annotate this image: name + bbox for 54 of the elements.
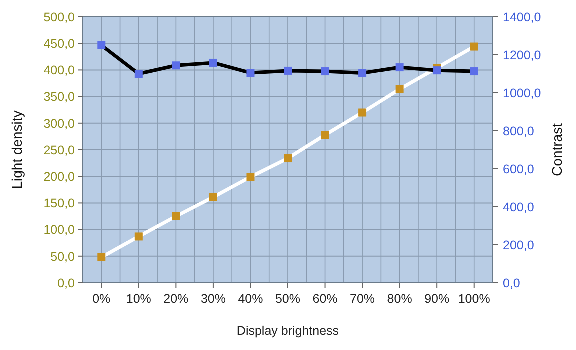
y2-tick-label: 800,0 — [503, 124, 534, 138]
y2-tick-label: 1400,0 — [503, 10, 542, 24]
point — [172, 212, 180, 220]
point — [358, 69, 367, 78]
y2-tick-label: 0,0 — [503, 276, 520, 290]
y-tick-label: 450,0 — [44, 36, 76, 51]
y2-tick-label: 400,0 — [503, 200, 534, 214]
point — [246, 69, 255, 78]
point — [284, 154, 292, 163]
x-tick-label: 20% — [164, 292, 189, 306]
point — [321, 68, 330, 76]
point — [470, 68, 478, 76]
y-tick-label: 400,0 — [44, 64, 76, 78]
x-tick-label: 0% — [92, 292, 111, 306]
x-tick-label: 100% — [458, 292, 490, 306]
y-tick-label: 100,0 — [44, 223, 76, 238]
x-tick-label: 70% — [350, 292, 376, 306]
point — [358, 108, 367, 117]
point — [209, 193, 218, 202]
y2-tick-label: 1200,0 — [503, 48, 542, 62]
point — [98, 42, 106, 50]
x-tick-label: 50% — [275, 292, 301, 306]
y-tick-label: 350,0 — [44, 90, 76, 104]
point — [98, 253, 106, 262]
point — [209, 58, 218, 67]
y2-axis-title: Contrast — [549, 123, 565, 176]
x-tick-label: 10% — [126, 292, 152, 306]
x-tick-label: 40% — [238, 292, 264, 306]
point — [396, 64, 404, 72]
x-axis-title: Display brightness — [236, 324, 340, 338]
y2-tick-label: 200,0 — [503, 238, 534, 252]
point — [321, 131, 330, 140]
point — [172, 62, 180, 70]
y-tick-label: 500,0 — [44, 10, 76, 24]
y-tick-label: 300,0 — [44, 116, 76, 131]
point — [134, 232, 143, 241]
y-tick-label: 250,0 — [44, 143, 76, 158]
point — [284, 66, 292, 75]
y-tick-label: 50,0 — [50, 250, 76, 264]
x-tick-label: 90% — [424, 292, 450, 306]
point — [246, 173, 255, 182]
point — [433, 66, 442, 75]
x-tick-label: 30% — [200, 292, 226, 306]
y-axis-title: Light density — [9, 110, 25, 190]
y-tick-label: 200,0 — [44, 170, 76, 184]
y2-tick-label: 600,0 — [503, 162, 534, 176]
y-tick-label: 150,0 — [44, 196, 76, 211]
point — [134, 70, 143, 78]
x-tick-label: 80% — [387, 292, 412, 306]
point — [396, 85, 404, 94]
y-tick-label: 0,0 — [58, 276, 76, 290]
x-tick-label: 60% — [312, 292, 338, 306]
y2-tick-label: 1000,0 — [503, 86, 542, 100]
point — [470, 42, 478, 51]
